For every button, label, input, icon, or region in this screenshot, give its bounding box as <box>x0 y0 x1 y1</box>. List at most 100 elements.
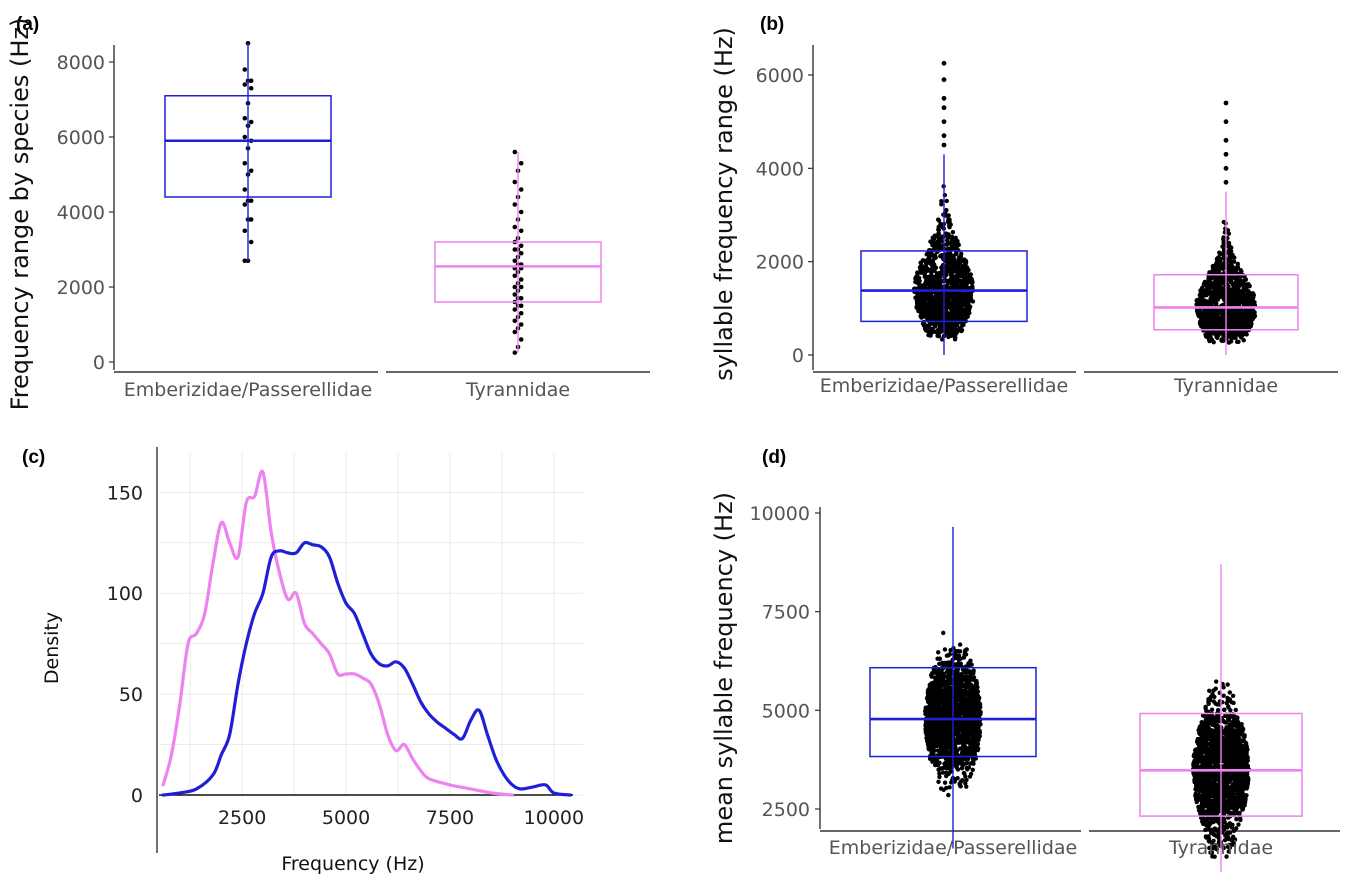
panel-d-point <box>946 652 951 658</box>
panel-b-point <box>914 273 920 279</box>
panel-b-point <box>950 297 956 302</box>
panel-d-point <box>946 696 952 701</box>
panel-a-points-0 <box>242 40 254 264</box>
panel-b-point <box>963 291 968 296</box>
panel-d-point <box>923 727 928 733</box>
panel-b-point <box>1207 324 1212 329</box>
panel-d-point <box>968 723 973 728</box>
panel-b-point <box>944 198 949 204</box>
panel-b-point <box>1226 275 1231 280</box>
panel-b-point <box>923 274 929 279</box>
panel-c-x-tick-1: 5000 <box>322 807 370 829</box>
panel-b-point <box>1237 282 1243 287</box>
panel-d-point <box>937 774 942 780</box>
panel-d-point <box>944 770 949 775</box>
panel-d-point <box>957 642 963 647</box>
panel-d-point <box>927 686 933 692</box>
panel-b-point <box>927 306 932 311</box>
panel-d-point <box>1238 817 1243 823</box>
panel-a-point <box>512 202 518 207</box>
panel-b-point <box>1237 312 1243 318</box>
panel-d-point <box>941 681 946 687</box>
panel-b-point <box>1226 269 1232 275</box>
panel-d-point <box>923 707 928 712</box>
panel-d-point <box>962 670 968 675</box>
panel-b-point <box>950 229 956 235</box>
panel-d-point <box>970 767 975 773</box>
panel-b-point <box>946 297 951 302</box>
panel-b-chart: syllable frequency range (Hz) 0200040006… <box>710 27 1338 397</box>
panel-d-point <box>944 727 950 732</box>
panel-d-point <box>942 746 947 751</box>
panel-d-point <box>977 733 982 739</box>
panel-d-point <box>966 678 972 684</box>
panel-d-point <box>960 702 965 707</box>
panel-d-point <box>1210 842 1215 847</box>
panel-b-point <box>947 250 953 256</box>
panel-b-point <box>920 258 926 263</box>
panel-a-point <box>242 160 248 166</box>
panel-b-point <box>920 314 925 320</box>
panel-d-point <box>966 765 972 770</box>
panel-b-outlier <box>941 105 947 111</box>
panel-b-point <box>933 293 938 298</box>
panel-d-point <box>960 698 965 703</box>
panel-d-point <box>967 691 973 697</box>
panel-d-y-tick-0: 2500 <box>762 799 810 821</box>
panel-d-point <box>954 676 959 682</box>
panel-b-point <box>964 269 970 275</box>
panel-b-point <box>1214 266 1220 272</box>
panel-d-point <box>942 704 948 709</box>
panel-b-outlier <box>941 142 947 148</box>
panel-b-point <box>936 330 942 336</box>
panel-d-point <box>957 649 963 654</box>
panel-a-y-tick-2: 4000 <box>57 202 105 224</box>
panel-d-point <box>1240 738 1246 744</box>
panel-b-point <box>1216 290 1221 295</box>
panel-d-y-title: mean syllable frequency (Hz) <box>710 492 738 844</box>
panel-a-y-tick-0: 0 <box>93 352 105 374</box>
panel-b-point <box>1230 322 1236 328</box>
panel-d-point <box>941 712 946 718</box>
panel-b-point <box>947 265 952 271</box>
panel-b-point <box>947 219 952 224</box>
panel-d-point <box>940 770 946 775</box>
panel-d-point <box>945 722 950 727</box>
panel-d-point <box>926 747 932 752</box>
panel-a-point <box>518 337 524 342</box>
panel-d-point <box>1213 679 1219 684</box>
panel-d-point <box>930 733 935 739</box>
panel-b-point <box>935 307 941 313</box>
panel-d-point <box>968 658 973 663</box>
panel-c-y-tick-0: 0 <box>131 785 143 807</box>
panel-b-point <box>924 292 929 298</box>
panel-b-point <box>1213 285 1218 291</box>
panel-b-point <box>958 270 964 275</box>
panel-d-point <box>930 728 935 734</box>
panel-b-point <box>951 333 956 339</box>
panel-d-point <box>936 729 942 735</box>
panel-b-point <box>966 307 972 313</box>
panel-a-y-tick-4: 8000 <box>57 52 105 74</box>
panel-d-point <box>930 744 936 750</box>
panel-b-point <box>1235 261 1241 267</box>
panel-d-point <box>1241 734 1247 740</box>
panel-d-point <box>972 751 977 756</box>
panel-b-point <box>968 296 973 302</box>
panel-b-point <box>913 295 919 300</box>
panel-b-point <box>1216 255 1222 260</box>
panel-b-point <box>922 281 928 287</box>
panel-b-label: (b) <box>760 14 784 35</box>
panel-d-point <box>940 735 945 740</box>
panel-a-point <box>242 202 248 207</box>
panel-b-point <box>1206 332 1211 338</box>
panel-d-y-tick-3: 10000 <box>750 503 810 525</box>
panel-b-point <box>1210 284 1215 290</box>
panel-b-point <box>1249 298 1254 304</box>
panel-a-point <box>242 258 248 264</box>
panel-a-point <box>518 295 524 301</box>
panel-d-point <box>931 722 936 727</box>
panel-d-point <box>943 759 949 765</box>
panel-b-point <box>939 265 944 270</box>
panel-b-point <box>960 310 965 315</box>
